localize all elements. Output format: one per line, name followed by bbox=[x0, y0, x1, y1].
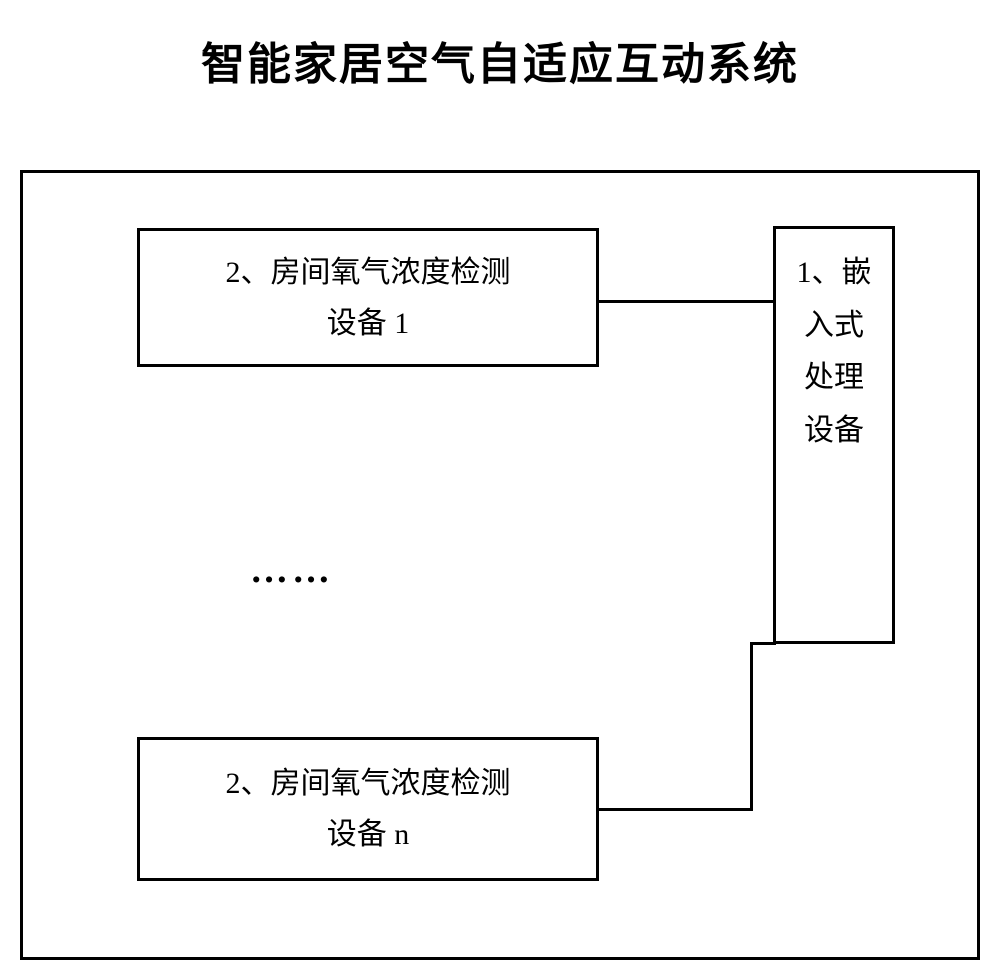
diagram-title: 智能家居空气自适应互动系统 bbox=[0, 28, 1000, 92]
connector-sensorN-to-processor bbox=[750, 642, 776, 645]
processor-label-line4: 设备 bbox=[804, 405, 864, 458]
connector-sensorN-horizontal bbox=[598, 808, 753, 811]
embedded-processor-box: 1、嵌 入式 处理 设备 bbox=[773, 226, 895, 644]
connector-sensorN-vertical bbox=[750, 642, 753, 811]
processor-label-line2: 入式 bbox=[804, 300, 864, 353]
sensor-n-label-line1: 2、房间氧气浓度检测 bbox=[226, 758, 511, 809]
processor-label-line1: 1、嵌 bbox=[797, 247, 872, 300]
sensor-1-label-line1: 2、房间氧气浓度检测 bbox=[226, 247, 511, 298]
sensor-n-label-line2: 设备 n bbox=[327, 809, 410, 860]
ellipsis-indicator: …… bbox=[250, 548, 334, 592]
sensor-device-n-box: 2、房间氧气浓度检测 设备 n bbox=[137, 737, 599, 881]
processor-label-line3: 处理 bbox=[804, 352, 864, 405]
connector-sensor1-to-processor bbox=[598, 300, 776, 303]
sensor-device-1-box: 2、房间氧气浓度检测 设备 1 bbox=[137, 228, 599, 367]
sensor-1-label-line2: 设备 1 bbox=[327, 298, 410, 349]
